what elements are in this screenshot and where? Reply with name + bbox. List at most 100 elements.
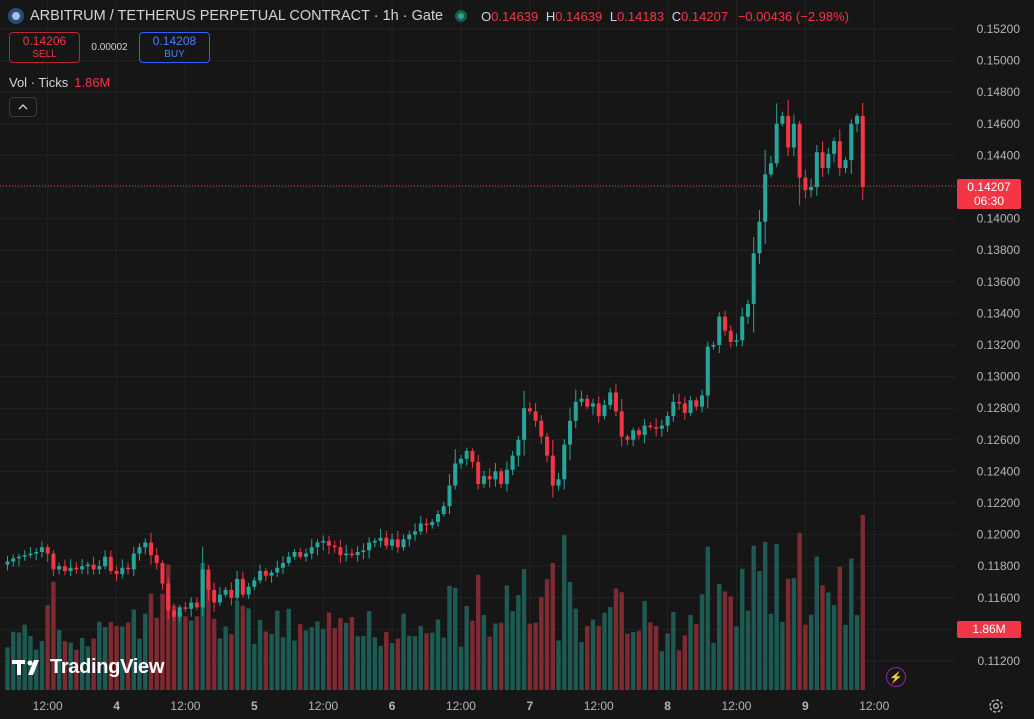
candle-body xyxy=(126,567,131,570)
candle-body xyxy=(734,340,739,342)
candle-body xyxy=(114,570,119,575)
volume-bar xyxy=(717,583,722,690)
candle-body xyxy=(613,392,618,412)
candle-body xyxy=(677,401,682,404)
volume-bar xyxy=(298,623,303,690)
volume-bar xyxy=(596,625,601,690)
candle-body xyxy=(361,550,366,552)
candle-body xyxy=(447,485,452,507)
candle-body xyxy=(326,540,331,546)
volume-bar xyxy=(183,616,188,690)
candle-body xyxy=(642,425,647,436)
time-tick-label: 9 xyxy=(802,699,809,713)
candle-body xyxy=(717,316,722,345)
candle-body xyxy=(401,539,406,548)
candle-body xyxy=(189,602,194,609)
volume-bar xyxy=(671,612,676,690)
candle-body xyxy=(545,436,550,456)
settings-gear-icon[interactable] xyxy=(987,697,1005,715)
volume-bar xyxy=(544,578,550,690)
candle-body xyxy=(803,177,808,191)
high-value: 0.14639 xyxy=(555,8,603,24)
price-tick-label: 0.13000 xyxy=(977,370,1021,384)
candle-body xyxy=(436,514,440,522)
volume-bar xyxy=(751,545,756,690)
volume-bar xyxy=(332,627,337,690)
candle-body xyxy=(768,163,773,175)
chevron-up-icon xyxy=(18,104,28,110)
lightning-icon[interactable]: ⚡ xyxy=(886,667,906,687)
volume-bar xyxy=(246,608,251,690)
candle-body xyxy=(229,589,234,598)
volume-bar xyxy=(56,629,62,690)
volume-legend[interactable]: Vol · Ticks 1.86M xyxy=(9,75,110,90)
volume-bar xyxy=(171,605,177,690)
buy-price: 0.14208 xyxy=(152,33,197,48)
candle-body xyxy=(5,561,10,565)
volume-bar xyxy=(493,623,498,690)
logo-wordmark: TradingView xyxy=(50,656,165,678)
time-tick-label: 7 xyxy=(526,699,533,713)
candle-body xyxy=(487,476,492,480)
candle-body xyxy=(631,430,636,440)
arbitrum-logo-icon xyxy=(8,8,24,24)
volume-bar xyxy=(521,568,527,690)
time-tick-label: 12:00 xyxy=(33,699,63,713)
candle-body xyxy=(321,540,326,543)
candle-body xyxy=(791,123,796,148)
candle-body xyxy=(315,542,320,548)
close-value: 0.14207 xyxy=(681,8,729,24)
candle-body xyxy=(860,115,865,187)
price-axis[interactable]: 0.152000.150000.148000.146000.144000.142… xyxy=(977,22,1021,668)
volume-bar xyxy=(481,614,487,690)
collapse-legend-button[interactable] xyxy=(9,97,37,117)
candle-body xyxy=(516,439,521,456)
open-value: 0.14639 xyxy=(491,8,539,24)
candle-body xyxy=(275,567,280,573)
volume-bar xyxy=(286,608,291,690)
candle-body xyxy=(700,395,705,407)
candle-body xyxy=(62,566,67,571)
volume-bar xyxy=(223,626,228,690)
symbol-title[interactable]: ARBITRUM / TETHERUS PERPETUAL CONTRACT ·… xyxy=(30,8,444,24)
tradingview-logo[interactable]: TradingView xyxy=(12,656,164,679)
volume-bars xyxy=(5,515,865,690)
volume-bar xyxy=(303,630,309,690)
volume-bar xyxy=(62,641,68,690)
volume-bar xyxy=(407,635,412,690)
volume-bar xyxy=(447,585,452,690)
price-tick-label: 0.12200 xyxy=(977,496,1021,510)
price-tick-label: 0.12600 xyxy=(977,433,1021,447)
volume-bar xyxy=(366,611,372,690)
volume-bar xyxy=(154,617,159,690)
candle-body xyxy=(108,556,113,571)
volume-bar xyxy=(843,624,848,690)
candle-body xyxy=(648,425,653,428)
candle-body xyxy=(723,316,727,331)
candle-body xyxy=(263,570,268,576)
volume-bar xyxy=(464,605,469,690)
candle-body xyxy=(671,401,676,417)
candle-body xyxy=(602,405,607,417)
sell-button[interactable]: 0.14206 SELL xyxy=(9,32,80,63)
candle-body xyxy=(143,542,148,548)
candle-body xyxy=(837,141,842,169)
candle-body xyxy=(476,461,481,485)
time-axis[interactable]: 12:00 4 12:00 5 12:00 6 12:00 7 12:00 8 12:00 9 12:0… xyxy=(33,699,890,713)
candle-body xyxy=(625,436,630,440)
volume-bar xyxy=(206,580,211,690)
volume-bar xyxy=(160,593,165,690)
candle-body xyxy=(223,589,228,595)
candle-body xyxy=(573,401,578,421)
volume-bar xyxy=(39,640,45,690)
buy-button[interactable]: 0.14208 BUY xyxy=(139,32,210,63)
candle-body xyxy=(424,523,429,526)
candle-body xyxy=(137,547,142,554)
volume-bar xyxy=(636,630,642,690)
candle-body xyxy=(763,174,768,222)
candle-body xyxy=(522,408,527,440)
volume-bar xyxy=(803,624,808,690)
candle-body xyxy=(160,563,165,584)
volume-bar xyxy=(791,578,797,690)
